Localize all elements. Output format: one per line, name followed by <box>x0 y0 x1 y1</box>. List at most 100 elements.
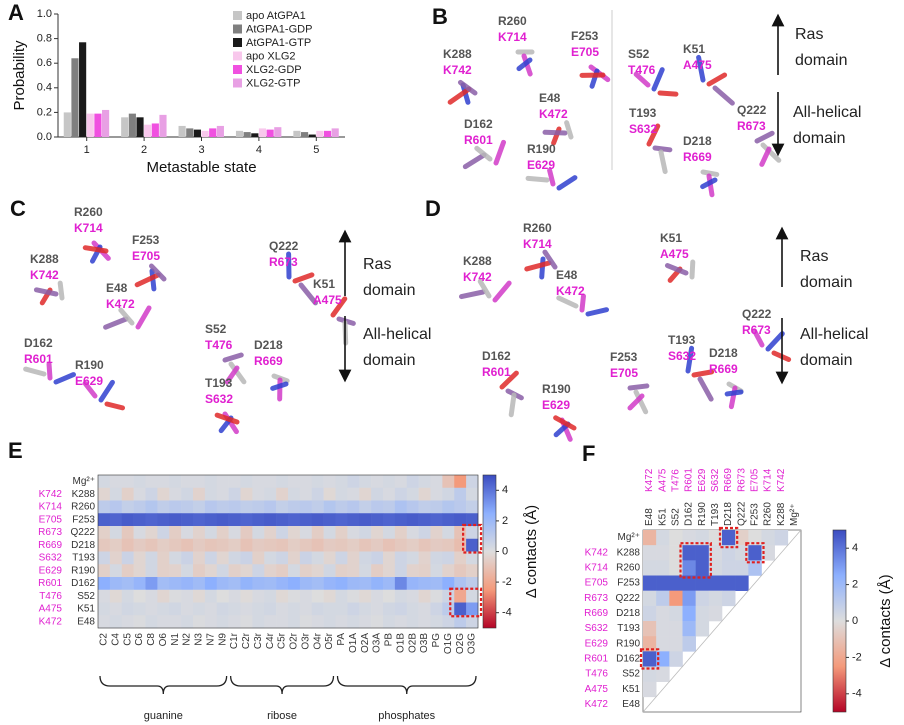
heatmap-cell <box>335 487 348 501</box>
domain-label: domain <box>800 274 852 291</box>
row-label-xlg2: R601 <box>38 578 62 589</box>
column-label-xlg2: T476 <box>671 469 682 492</box>
heatmap-cell <box>193 500 206 514</box>
heatmap-cell <box>454 475 467 489</box>
heatmap-cell <box>669 636 683 652</box>
bar <box>102 109 110 137</box>
residue-stick <box>765 331 785 352</box>
heatmap-cell <box>442 615 455 629</box>
heatmap-cell <box>193 513 206 527</box>
residue-label: T193 <box>205 376 233 390</box>
residue-stick <box>657 90 679 97</box>
heatmap-cell <box>643 605 657 622</box>
residue-label: F253 <box>610 350 638 364</box>
x-tick-label: 5 <box>313 144 319 156</box>
heatmap-cell <box>359 615 372 629</box>
heatmap-cell <box>406 551 419 565</box>
column-label-xlg2: R669 <box>723 468 734 492</box>
heatmap-cell <box>109 602 123 616</box>
heatmap-cell <box>288 538 301 552</box>
heatmap-cell <box>430 564 443 578</box>
heatmap-cell <box>708 605 723 622</box>
heatmap-cell <box>228 513 241 527</box>
row-label-xlg2: S632 <box>39 553 63 564</box>
heatmap-cell <box>383 615 396 629</box>
residue-label: K288 <box>30 252 59 266</box>
residue-label-xlg2: E705 <box>571 45 599 59</box>
heatmap-cell <box>181 500 194 514</box>
residue-label-xlg2: K714 <box>498 30 527 44</box>
heatmap-cell <box>181 538 194 552</box>
heatmap-cell <box>228 538 241 552</box>
heatmap-cell <box>181 487 194 501</box>
heatmap-cell <box>383 475 396 489</box>
heatmap-cell <box>722 530 736 546</box>
residue-stick <box>148 263 167 282</box>
heatmap-cell <box>276 551 289 565</box>
residue-label-xlg2: K472 <box>556 284 585 298</box>
heatmap-cell <box>145 475 158 489</box>
heatmap-cell <box>299 487 313 501</box>
heatmap-cell <box>276 615 289 629</box>
row-label: T193 <box>72 553 95 564</box>
group-bracket <box>229 675 335 695</box>
heatmap-cell <box>216 589 229 603</box>
heatmap-cell <box>109 589 123 603</box>
heatmap-cell <box>323 475 336 489</box>
bar <box>235 130 244 137</box>
heatmap-cell <box>406 602 419 616</box>
heatmap-cell <box>169 513 182 527</box>
residue-stick <box>228 361 247 385</box>
heatmap-cell <box>288 589 301 603</box>
heatmap-cell <box>323 577 336 591</box>
heatmap-cell <box>133 589 146 603</box>
heatmap-cell <box>430 551 443 565</box>
column-label-xlg2: K714 <box>763 468 774 492</box>
row-label: Q222 <box>71 527 96 538</box>
residue-label: R190 <box>527 142 556 156</box>
residue-label: S52 <box>628 47 650 61</box>
heatmap-cell <box>454 551 467 565</box>
heatmap-cell <box>181 526 194 540</box>
heatmap-cell <box>299 589 313 603</box>
residue-label: R260 <box>74 205 103 219</box>
residue-label-xlg2: R669 <box>683 150 712 164</box>
column-label: O3r <box>300 632 311 649</box>
row-label: Mg²⁺ <box>618 532 641 543</box>
heatmap-cell <box>383 589 396 603</box>
heatmap-cell <box>371 513 384 527</box>
heatmap-cell <box>383 602 396 616</box>
heatmap-cell <box>735 530 749 546</box>
heatmap-cell <box>656 605 670 622</box>
heatmap-cell <box>121 577 134 591</box>
row-label-xlg2: K714 <box>585 563 609 574</box>
column-label: N9 <box>217 633 228 646</box>
residue-label: D162 <box>482 349 511 363</box>
heatmap-cell <box>371 551 384 565</box>
residue-stick <box>664 263 689 276</box>
residue-label: K288 <box>443 47 472 61</box>
heatmap-cell <box>98 538 111 552</box>
heatmap-cell <box>643 590 657 607</box>
heatmap-cell <box>204 487 218 501</box>
residue-stick <box>508 392 517 418</box>
heatmap-cell <box>442 564 455 578</box>
heatmap-cell <box>735 560 749 576</box>
y-tick-label: 0.4 <box>37 82 52 94</box>
residue-label-xlg2: E705 <box>610 366 638 380</box>
heatmap-cell <box>430 615 443 629</box>
row-label: D218 <box>616 608 640 619</box>
residue-stick <box>57 280 65 301</box>
panel-label: E <box>8 438 23 463</box>
heatmap-cell <box>133 538 146 552</box>
highlight-box <box>718 526 739 549</box>
heatmap-cell <box>383 500 396 514</box>
row-label: F253 <box>617 578 640 589</box>
column-label: C4r <box>265 632 276 649</box>
residue-stick <box>539 256 546 280</box>
bar <box>293 130 301 137</box>
column-label-xlg2: R601 <box>684 468 695 492</box>
heatmap-cell <box>695 545 710 561</box>
heatmap-cell <box>430 526 443 540</box>
column-label-xlg2: K472 <box>644 468 655 492</box>
